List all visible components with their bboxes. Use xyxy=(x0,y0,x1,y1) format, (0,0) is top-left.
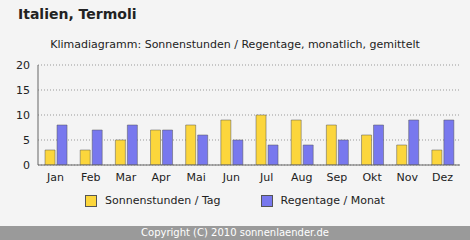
html-text:Regentage / Monat: Regentage / Monat xyxy=(280,194,385,207)
svg-text:Jan: Jan xyxy=(46,171,64,184)
svg-text:Mai: Mai xyxy=(187,171,206,184)
svg-text:0: 0 xyxy=(23,159,30,172)
html-text:Klimadiagramm: Sonnenstunden /: Klimadiagramm: Sonnenstunden / Regentage… xyxy=(50,38,420,51)
svg-text:5: 5 xyxy=(23,134,30,147)
svg-text:10: 10 xyxy=(16,109,30,122)
html-text:Italien, Termoli: Italien, Termoli xyxy=(18,6,137,22)
svg-text:Nov: Nov xyxy=(397,171,419,184)
svg-text:Jul: Jul xyxy=(259,171,273,184)
svg-text:Feb: Feb xyxy=(81,171,100,184)
html-text:Copyright (C) 2010 sonnenlaend: Copyright (C) 2010 sonnenlaender.de xyxy=(141,227,329,238)
svg-text:Apr: Apr xyxy=(152,171,172,184)
svg-text:15: 15 xyxy=(16,84,30,97)
svg-text:Aug: Aug xyxy=(291,171,312,184)
svg-text:Sep: Sep xyxy=(327,171,348,184)
svg-text:Jun: Jun xyxy=(222,171,240,184)
svg-text:Okt: Okt xyxy=(362,171,382,184)
svg-text:Dez: Dez xyxy=(432,171,453,184)
html-text:Sonnenstunden / Tag: Sonnenstunden / Tag xyxy=(105,194,221,207)
svg-text:Mar: Mar xyxy=(116,171,137,184)
svg-text:20: 20 xyxy=(16,59,30,72)
